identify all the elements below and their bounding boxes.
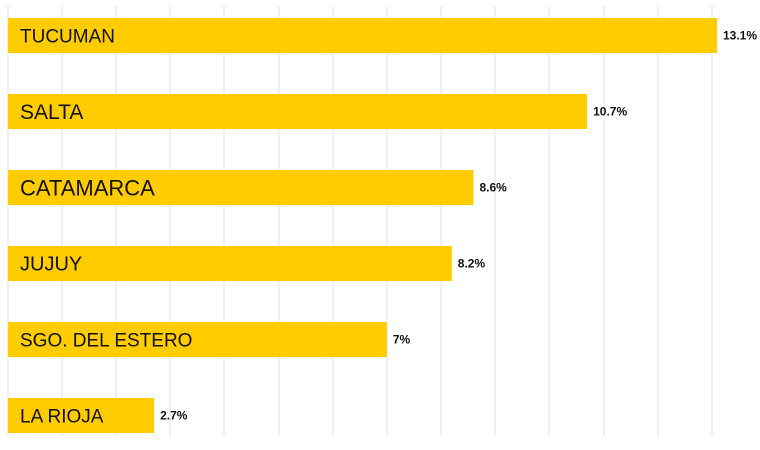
bar: [8, 398, 155, 433]
category-label: LA RIOJA: [20, 406, 104, 427]
bars-group: TUCUMAN 13.1% SALTA 10.7% CATAMARCA 8.6% JUJUY…: [8, 18, 757, 433]
bar: [8, 170, 474, 205]
value-label: 2.7%: [160, 409, 188, 423]
value-label: 13.1%: [723, 29, 757, 43]
bar: [8, 94, 588, 129]
category-label: JUJUY: [20, 254, 82, 276]
category-label: TUCUMAN: [20, 26, 115, 47]
bar: [8, 18, 717, 53]
value-label: 8.6%: [479, 181, 507, 195]
category-label: CATAMARCA: [20, 175, 155, 200]
value-label: 10.7%: [593, 105, 627, 119]
gridlines: [7, 6, 713, 436]
value-label: 7%: [393, 333, 411, 347]
bar: [8, 246, 452, 281]
category-label: SALTA: [20, 101, 83, 124]
bar: [8, 322, 387, 357]
category-label: SGO. DEL ESTERO: [20, 330, 192, 351]
value-label: 8.2%: [458, 257, 486, 271]
